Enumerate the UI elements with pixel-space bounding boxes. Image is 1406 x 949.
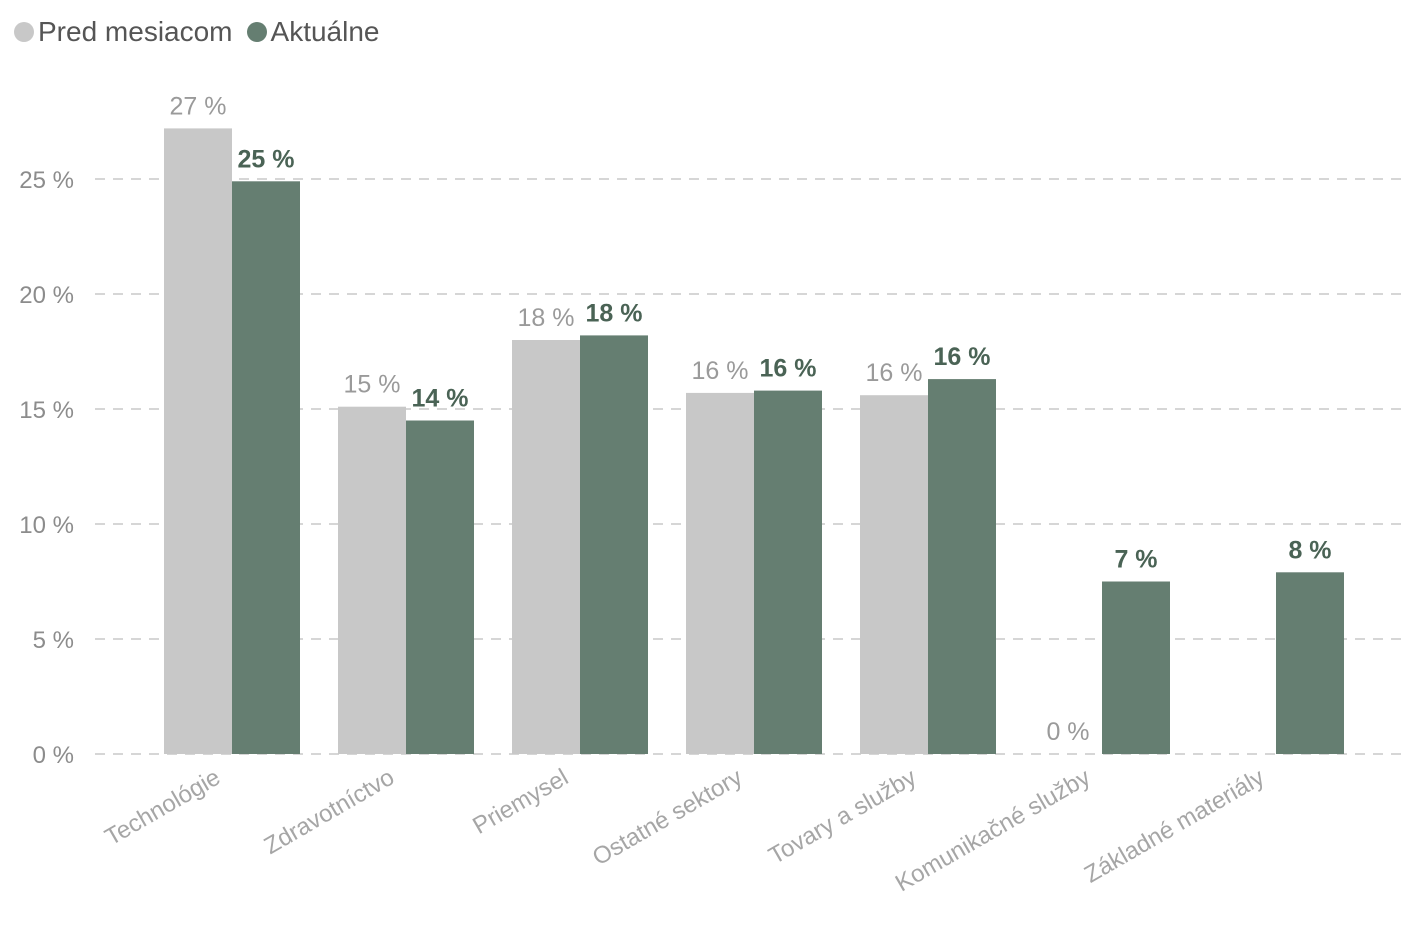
y-tick-label: 10 % <box>19 512 74 539</box>
data-label-previous: 0 % <box>1046 718 1089 746</box>
data-label-previous: 27 % <box>170 92 227 120</box>
data-label-previous: 18 % <box>518 304 575 332</box>
x-category-label: Technológie <box>101 764 225 851</box>
legend-item-previous: Pred mesiacom <box>14 16 233 48</box>
legend-dot-previous <box>14 22 34 42</box>
y-tick-label: 0 % <box>33 742 74 769</box>
data-label-previous: 16 % <box>866 359 923 387</box>
bar-previous <box>338 406 406 754</box>
y-tick-label: 5 % <box>33 627 74 654</box>
data-label-current: 7 % <box>1114 546 1157 574</box>
legend-label-current: Aktuálne <box>270 16 380 47</box>
bar-previous <box>164 128 232 754</box>
bar-current <box>580 335 648 754</box>
data-label-current: 18 % <box>586 299 643 327</box>
x-category-label: Komunikačné služby <box>891 764 1095 897</box>
bar-current <box>232 181 300 755</box>
legend-label-previous: Pred mesiacom <box>38 16 233 47</box>
data-label-previous: 16 % <box>692 357 749 385</box>
y-tick-label: 25 % <box>19 167 74 194</box>
x-category-label: Ostatné sektory <box>588 764 747 871</box>
bar-previous <box>860 395 928 754</box>
bar-previous <box>512 340 580 754</box>
legend: Pred mesiacom Aktuálne <box>14 16 393 48</box>
bar-current <box>754 390 822 754</box>
bar-previous <box>686 392 754 754</box>
x-category-label: Priemysel <box>468 764 573 840</box>
x-category-label: Zdravotníctvo <box>260 764 399 860</box>
x-category-label: Tovary a služby <box>764 764 921 870</box>
data-label-current: 14 % <box>412 385 469 413</box>
y-tick-label: 20 % <box>19 282 74 309</box>
bar-current <box>1102 581 1170 754</box>
data-label-previous: 15 % <box>344 371 401 399</box>
data-label-current: 8 % <box>1288 536 1331 564</box>
data-label-current: 16 % <box>760 355 817 383</box>
bar-current <box>406 420 474 754</box>
x-category-label: Základné materiály <box>1080 764 1269 889</box>
data-label-current: 16 % <box>934 343 991 371</box>
data-label-current: 25 % <box>238 145 295 173</box>
bar-current <box>928 379 996 754</box>
legend-dot-current <box>246 22 267 42</box>
bar-current <box>1276 572 1344 754</box>
y-tick-label: 15 % <box>19 397 74 424</box>
legend-item-current: Aktuálne <box>246 16 380 48</box>
